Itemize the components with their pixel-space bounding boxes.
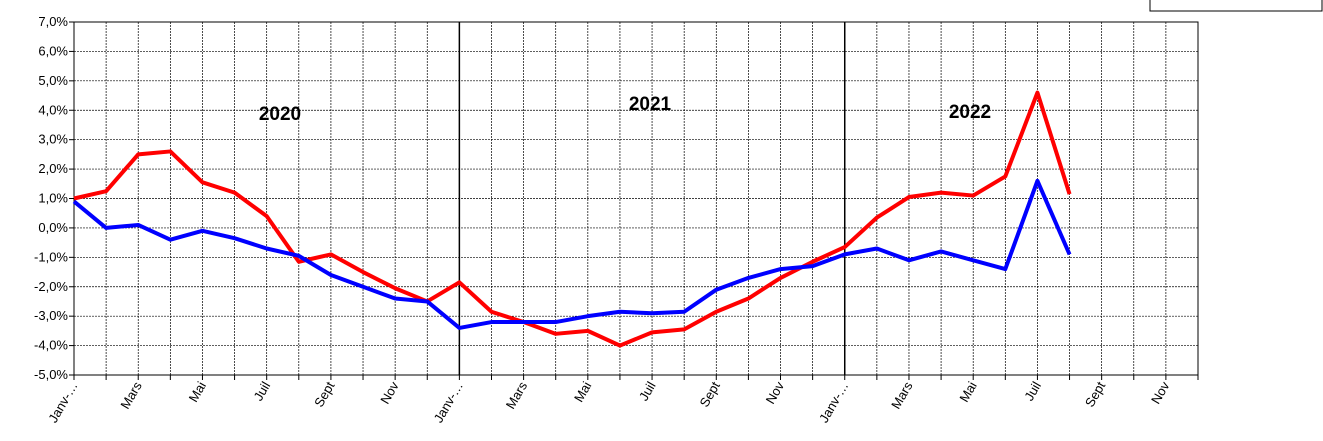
x-tick-label: Mars [888, 379, 916, 412]
x-tick-label: Janv-… [431, 379, 466, 425]
x-tick-label: Mai [571, 379, 595, 405]
y-tick-label: 0,0% [38, 220, 68, 235]
x-tick-label: Sept [311, 379, 338, 410]
x-tick-label: Mars [503, 379, 531, 412]
y-tick-label: 3,0% [38, 132, 68, 147]
y-tick-label: -5,0% [34, 367, 68, 382]
x-tick-label: Juil [1021, 379, 1044, 403]
x-tick-label: Janv-… [816, 379, 851, 425]
y-tick-label: 6,0% [38, 43, 68, 58]
x-tick-label: Mai [956, 379, 980, 405]
x-tick-label: Nov [377, 379, 402, 407]
y-tick-label: 2,0% [38, 161, 68, 176]
y-tick-label: -2,0% [34, 279, 68, 294]
year-label: 2021 [629, 94, 672, 115]
year-label: 2020 [259, 104, 301, 125]
x-tick-label: Sept [1082, 379, 1109, 410]
y-tick-label: 4,0% [38, 102, 68, 117]
x-tick-label: Juil [636, 379, 659, 403]
y-tick-label: 5,0% [38, 73, 68, 88]
x-tick-label: Mai [186, 379, 210, 405]
year-label: 2022 [949, 102, 991, 123]
line-series [73, 90, 1072, 348]
line-series [72, 178, 1072, 330]
x-tick-label: Nov [763, 379, 788, 407]
y-tick-label: -1,0% [34, 249, 68, 264]
legend-box [1149, 0, 1323, 12]
x-tick-label: Juil [251, 379, 274, 403]
x-tick-label: Sept [697, 379, 724, 410]
x-tick-label: Nov [1148, 379, 1173, 407]
y-tick-label: -4,0% [34, 338, 68, 353]
y-tick-label: -3,0% [34, 308, 68, 323]
x-tick-label: Janv-… [45, 379, 80, 425]
y-tick-label: 1,0% [38, 191, 68, 206]
y-tick-label: 7,0% [38, 14, 68, 29]
x-tick-label: Mars [117, 379, 145, 412]
